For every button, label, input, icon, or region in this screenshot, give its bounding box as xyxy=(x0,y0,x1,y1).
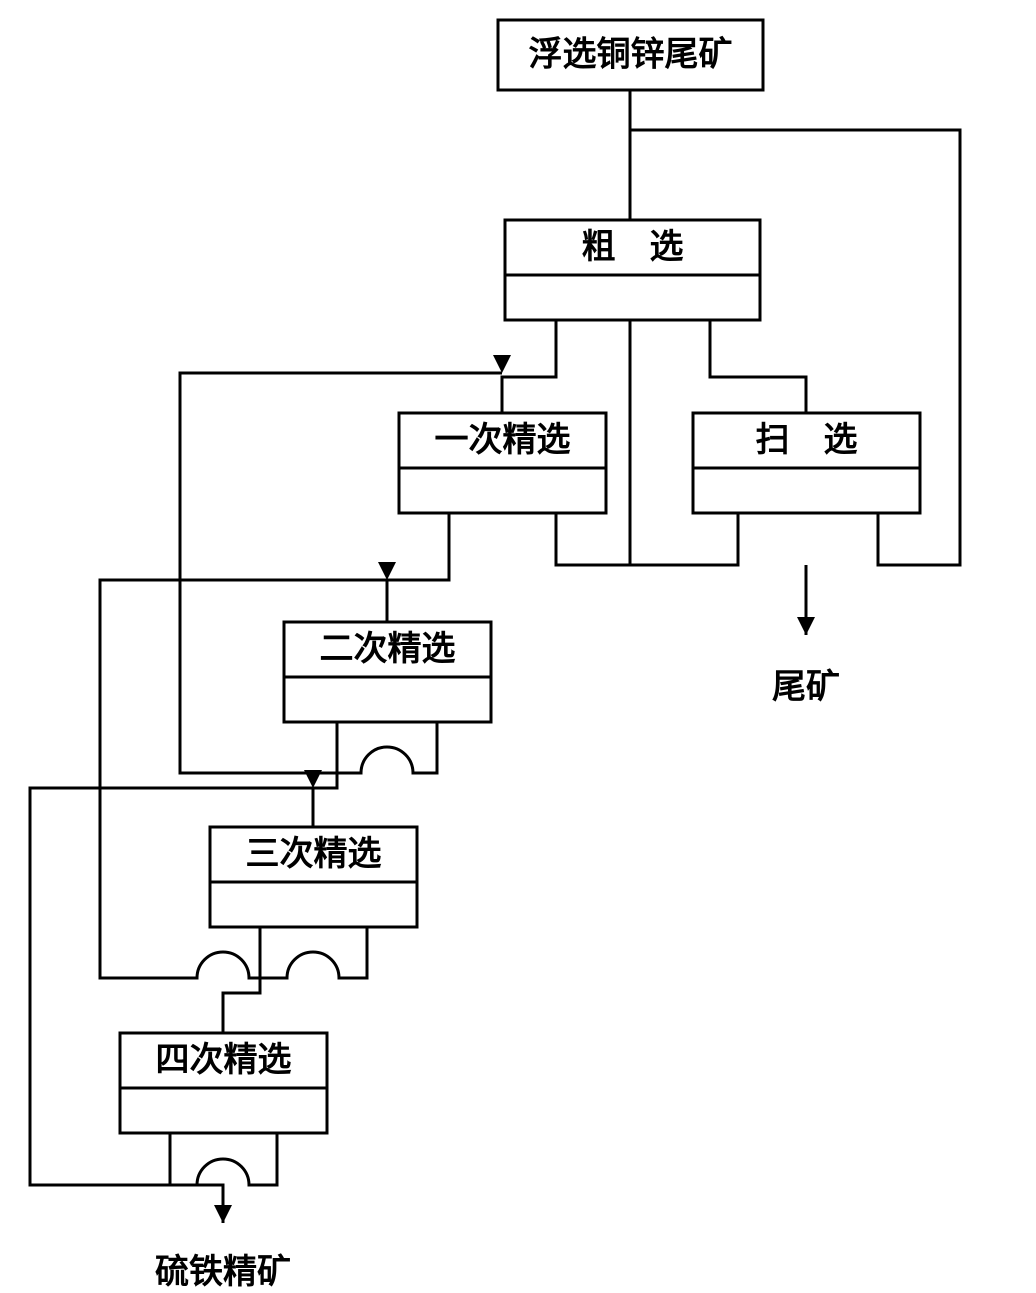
arrowhead xyxy=(214,1205,232,1223)
node-label-rough: 粗 选 xyxy=(582,228,684,266)
node-scav: 扫 选 xyxy=(693,413,920,513)
edge-clean1-tail-to-rough xyxy=(556,513,630,565)
arrowhead xyxy=(797,617,815,635)
output-concentrate: 硫铁精矿 xyxy=(155,1253,291,1291)
node-label-clean1: 一次精选 xyxy=(435,421,571,459)
edge-rough-to-clean1 xyxy=(502,320,556,413)
node-label-clean3: 三次精选 xyxy=(246,835,382,873)
edge-scav-conc-to-rough xyxy=(630,513,738,565)
node-feed: 浮选铜锌尾矿 xyxy=(498,20,763,90)
node-clean2: 二次精选 xyxy=(284,622,491,722)
arrowhead xyxy=(493,355,511,373)
edge-clean3-to-clean4 xyxy=(223,927,260,1033)
node-rough: 粗 选 xyxy=(505,220,760,320)
node-clean3: 三次精选 xyxy=(210,827,417,927)
node-clean1: 一次精选 xyxy=(399,413,606,513)
arrowhead xyxy=(304,770,322,788)
arrowhead xyxy=(378,562,396,580)
edge-clean1-to-clean2 xyxy=(387,513,449,622)
node-label-feed: 浮选铜锌尾矿 xyxy=(529,36,733,74)
node-label-scav: 扫 选 xyxy=(756,421,858,459)
node-label-clean4: 四次精选 xyxy=(156,1041,292,1079)
output-tailings: 尾矿 xyxy=(772,668,840,706)
edge-rough-to-scav xyxy=(710,320,806,413)
node-clean4: 四次精选 xyxy=(120,1033,327,1133)
node-label-clean2: 二次精选 xyxy=(320,630,456,668)
